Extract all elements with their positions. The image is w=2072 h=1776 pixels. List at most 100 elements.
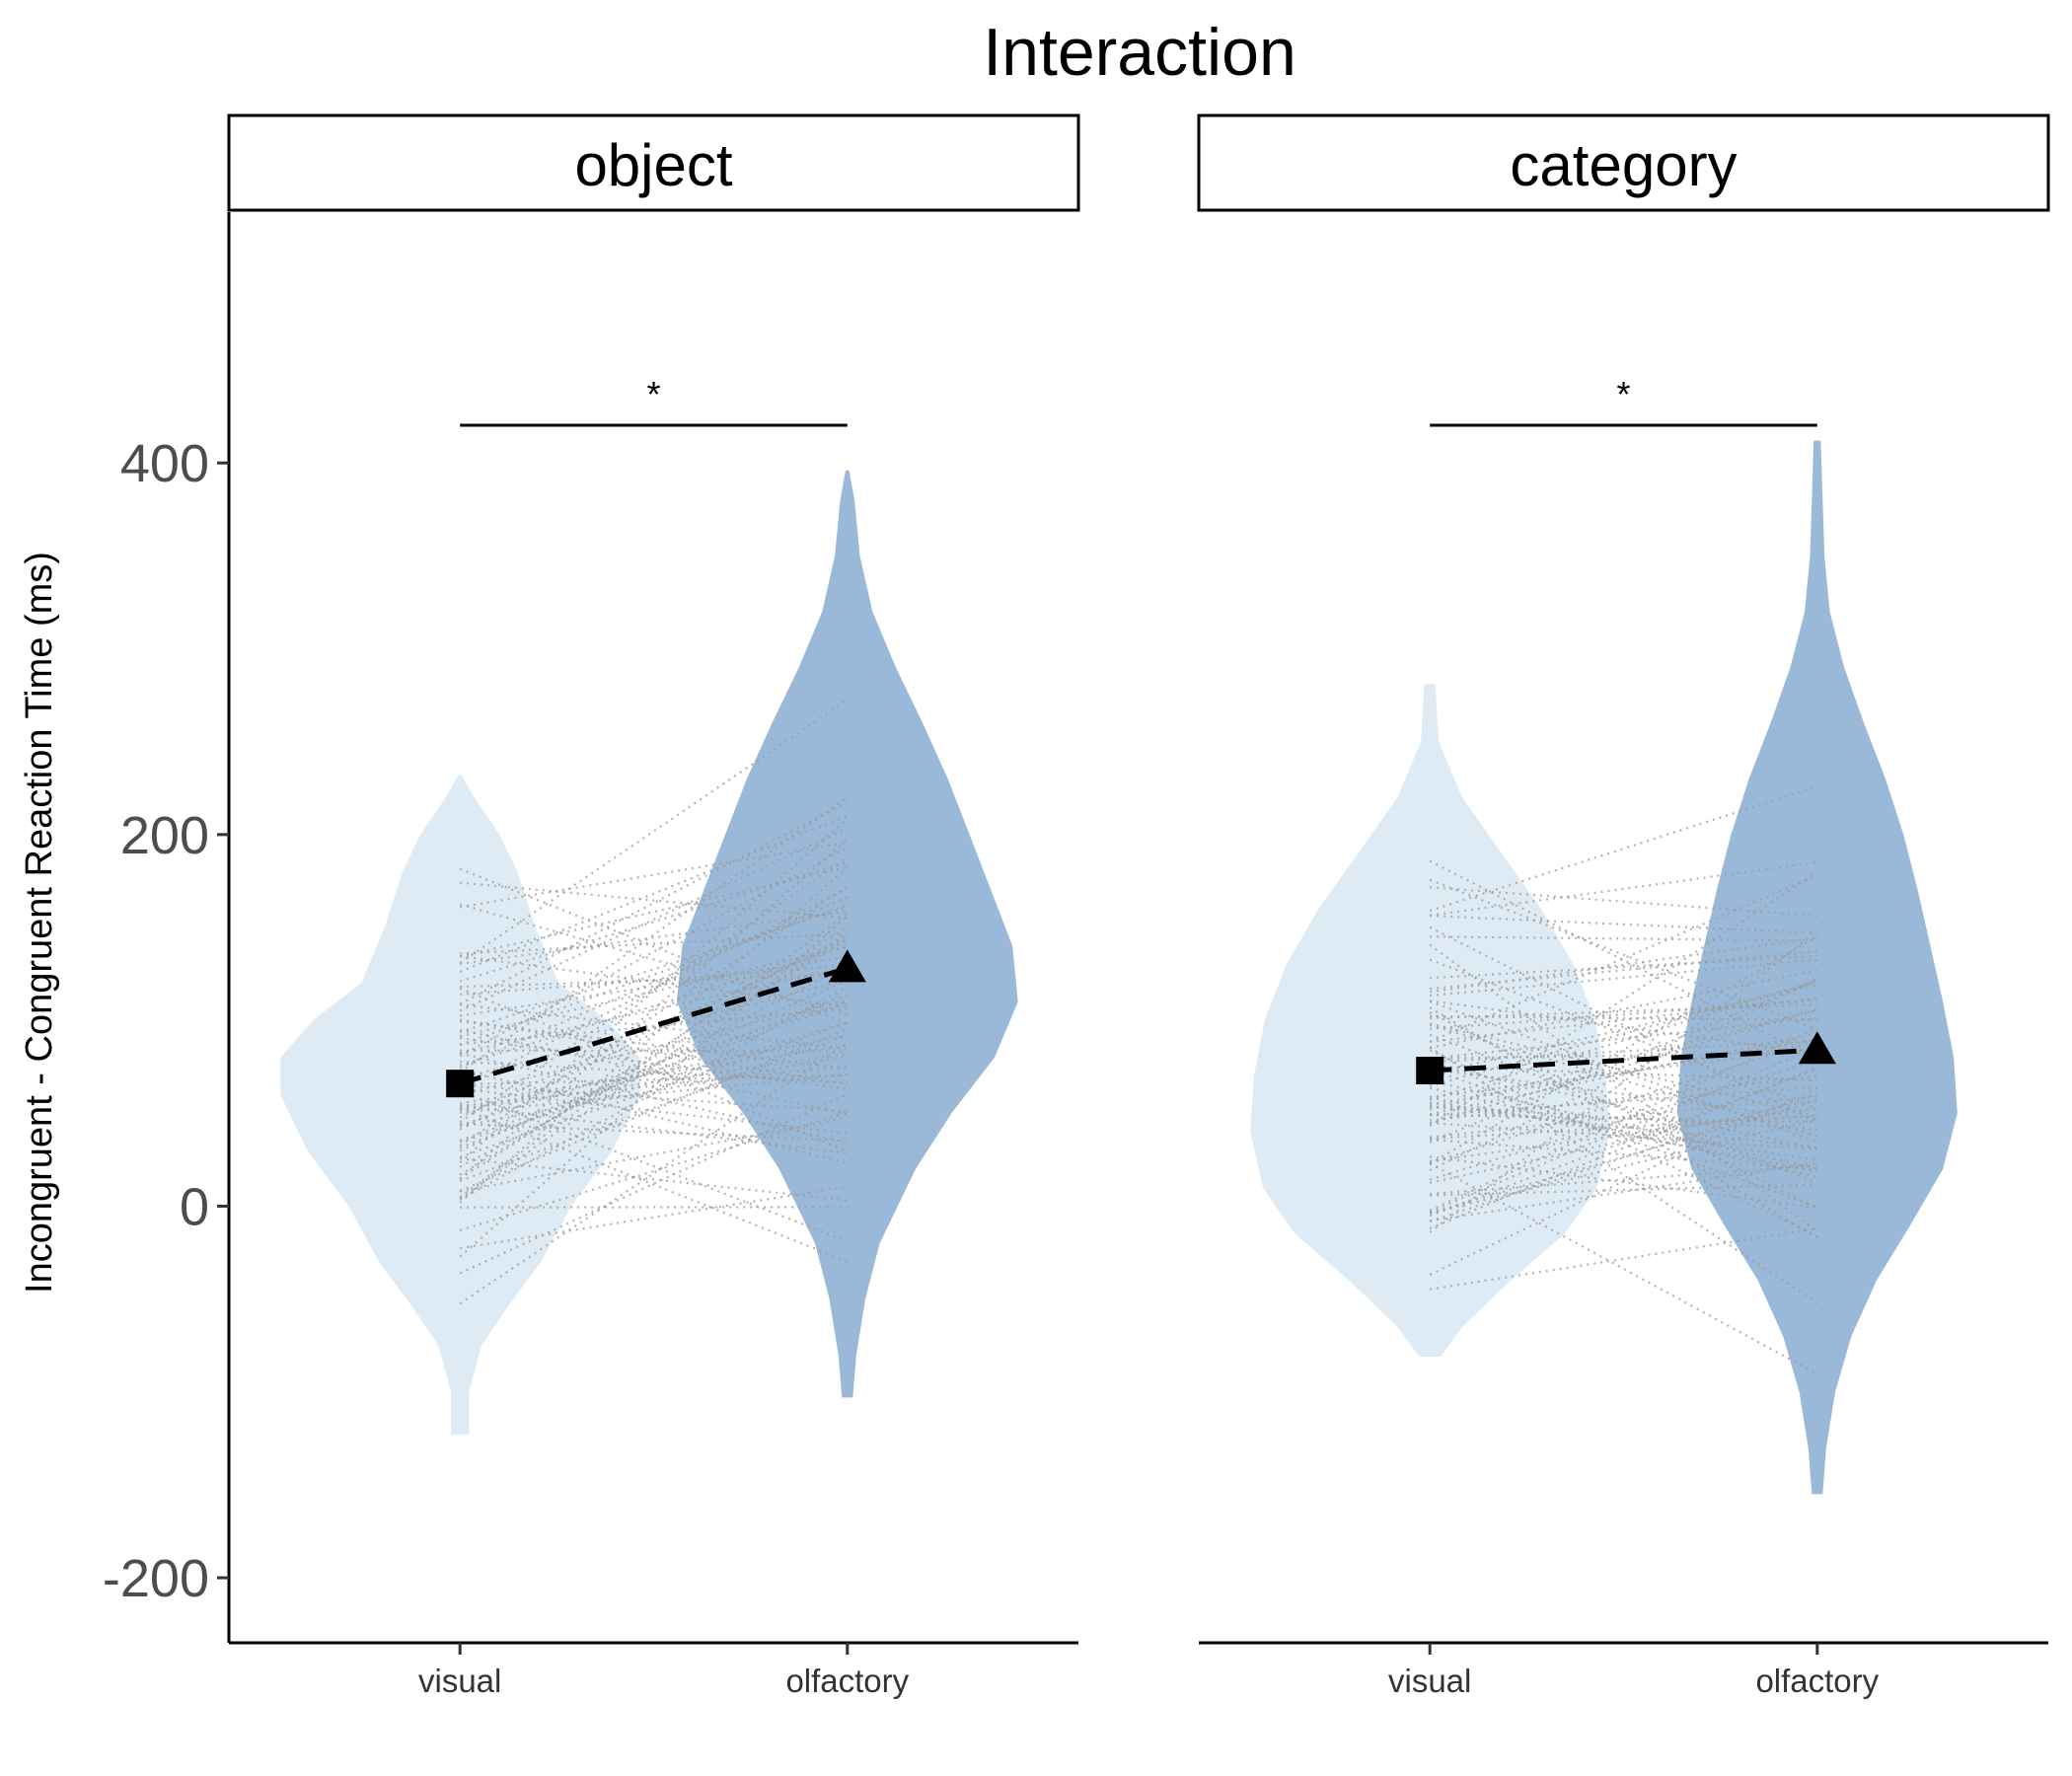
subject-line [460, 1073, 848, 1086]
subject-line [460, 1104, 848, 1155]
subject-line [1430, 1017, 1817, 1060]
subject-line [1430, 860, 1817, 917]
subject-line [459, 867, 849, 1025]
subject-line [1430, 1095, 1817, 1139]
subject-line [1429, 1033, 1818, 1184]
x-tick-label: visual [418, 1663, 501, 1699]
subject-line [1430, 936, 1817, 994]
subject-line [1430, 1085, 1817, 1117]
subject-line [460, 1003, 848, 1050]
subject-lines [459, 699, 849, 1305]
subject-line [459, 903, 849, 1016]
subject-line [459, 915, 849, 1258]
y-axis: -200 0 200 400 [103, 212, 231, 1643]
subject-line [459, 978, 849, 1079]
subject-line [1429, 1026, 1818, 1212]
subject-line [460, 1044, 848, 1105]
subject-line [460, 881, 848, 920]
subject-line [1430, 1039, 1817, 1064]
subject-line [1430, 954, 1817, 980]
subject-line [1430, 886, 1817, 918]
subject-line [459, 866, 849, 1204]
subject-line [459, 935, 849, 1131]
subject-line [1430, 1155, 1817, 1210]
subject-line [1429, 1008, 1818, 1125]
subject-line [460, 954, 848, 1008]
mean-marker-visual [446, 1070, 475, 1098]
subject-line [1429, 1066, 1818, 1230]
subject-line [459, 838, 849, 1180]
mean-marker-olfactory [1798, 1031, 1836, 1065]
subject-line [459, 827, 849, 1012]
subject-line [1429, 1023, 1818, 1138]
chart-title: Interaction [983, 15, 1296, 90]
subject-line [460, 932, 848, 955]
subject-line [1429, 785, 1818, 913]
subject-line [460, 1083, 848, 1113]
subject-line [459, 905, 849, 1034]
subject-line [460, 1073, 848, 1114]
subject-line [459, 999, 849, 1096]
subject-line [1429, 1039, 1818, 1164]
subject-line [460, 1052, 848, 1112]
subject-line [460, 1157, 848, 1202]
subject-line [460, 973, 848, 989]
subject-line [1429, 1162, 1818, 1375]
subject-line [1430, 1183, 1817, 1197]
subject-line [459, 1027, 849, 1192]
subject-line [1430, 935, 1817, 942]
subject-line [460, 1036, 848, 1090]
subject-line [459, 1000, 849, 1127]
subject-line [1429, 979, 1818, 1144]
subject-line [459, 938, 849, 1119]
y-tick-label: 0 [180, 1177, 209, 1236]
mean-line [1430, 1047, 1817, 1073]
subject-line [1429, 978, 1818, 1172]
subject-line [460, 1020, 848, 1071]
subject-line [460, 1065, 848, 1107]
subject-line [1429, 873, 1818, 1043]
panel-object: object * visual olfactory [227, 113, 1080, 1699]
subject-line [1429, 934, 1818, 1165]
subject-line [1430, 1068, 1817, 1121]
x-tick-label: olfactory [1755, 1663, 1879, 1699]
panel-category: category * visual olfactory [1197, 113, 2050, 1699]
subject-line [460, 1049, 848, 1053]
mean-marker-visual [1416, 1057, 1444, 1084]
y-axis-label: Incongruent - Congruent Reaction Time (m… [19, 552, 60, 1294]
subject-line [1430, 950, 1817, 991]
y-tick-label: 200 [120, 806, 209, 865]
subject-line [1430, 1003, 1817, 1019]
strip-label: object [574, 132, 732, 198]
mean-marker-olfactory [828, 949, 866, 983]
subject-line [1430, 1122, 1817, 1151]
subject-line [459, 1069, 849, 1164]
subject-line [1430, 1015, 1817, 1021]
subject-line [1430, 1052, 1817, 1060]
subject-line [1430, 997, 1817, 1043]
subject-line [1429, 1046, 1818, 1214]
subject-line [459, 896, 849, 1070]
x-tick-label: visual [1388, 1663, 1471, 1699]
subject-line [460, 1122, 848, 1143]
y-tick-label: 400 [120, 434, 209, 493]
subject-line [1430, 999, 1817, 1030]
subject-line [1430, 958, 1817, 998]
subject-line [459, 814, 849, 973]
subject-line [1430, 1114, 1817, 1141]
subject-line [460, 955, 848, 1017]
subject-line [1430, 1161, 1817, 1222]
subject-line [1429, 871, 1818, 1128]
strip-box [1197, 113, 2050, 212]
subject-line [1430, 915, 1817, 934]
subject-line [1430, 1101, 1817, 1161]
subject-line [1429, 929, 1818, 1233]
strip-box [227, 113, 1080, 212]
subject-line [460, 910, 848, 965]
subject-line [1429, 980, 1818, 1087]
subject-line [1429, 1092, 1818, 1223]
violin-visual [1250, 684, 1610, 1357]
violin-olfactory [1676, 440, 1958, 1495]
subject-line [1429, 943, 1818, 1232]
subject-line [459, 1106, 849, 1263]
